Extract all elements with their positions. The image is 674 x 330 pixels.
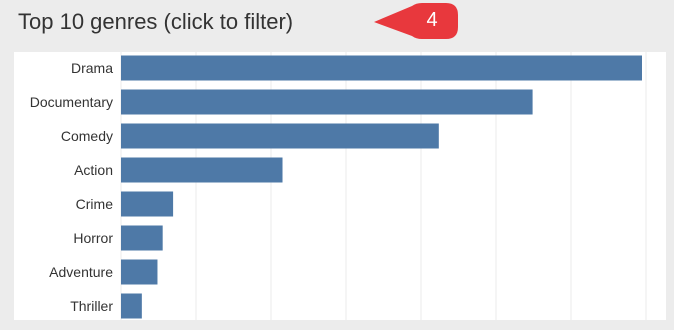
genre-bar-chart: Drama Documentary Comedy Action Crime Horror A… xyxy=(14,52,666,320)
callout-arrow-shape xyxy=(374,3,458,39)
panel-title: Top 10 genres (click to filter) xyxy=(18,9,294,34)
genre-bar[interactable] xyxy=(121,123,439,149)
genre-label[interactable]: Horror xyxy=(73,230,113,246)
bar-chart-svg: Drama Documentary Comedy Action Crime Horror A… xyxy=(30,52,647,320)
genre-bar[interactable] xyxy=(121,293,142,319)
panel-bottom-strip xyxy=(0,320,674,330)
genre-label[interactable]: Drama xyxy=(71,60,113,76)
genre-label[interactable]: Crime xyxy=(76,196,114,212)
genre-bar[interactable] xyxy=(121,191,174,217)
genre-label[interactable]: Adventure xyxy=(49,264,113,280)
genre-label[interactable]: Action xyxy=(74,162,113,178)
genre-bar[interactable] xyxy=(121,55,642,81)
genre-label[interactable]: Documentary xyxy=(30,94,113,110)
step-callout: 4 xyxy=(372,0,464,44)
genre-bar[interactable] xyxy=(121,89,533,115)
genre-label[interactable]: Thriller xyxy=(70,298,113,314)
genre-bar[interactable] xyxy=(121,259,158,285)
genre-bar[interactable] xyxy=(121,157,283,183)
genre-label[interactable]: Comedy xyxy=(61,128,113,144)
callout-number: 4 xyxy=(426,8,438,31)
genre-bar[interactable] xyxy=(121,225,163,251)
